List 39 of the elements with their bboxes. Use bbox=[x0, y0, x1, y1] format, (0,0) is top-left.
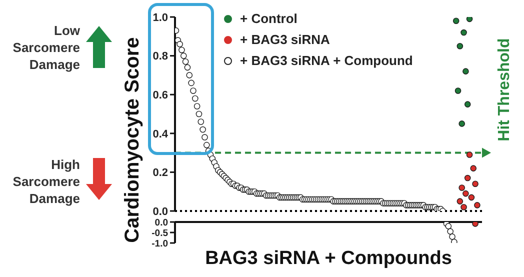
point bbox=[458, 120, 466, 127]
point bbox=[460, 204, 467, 210]
point bbox=[464, 174, 471, 182]
legend-label: + Control bbox=[240, 11, 298, 26]
y-axis-title: Cardiomyocyte Score bbox=[122, 37, 144, 243]
point bbox=[472, 222, 478, 227]
y-tick-label: -0.5 bbox=[152, 228, 169, 239]
text: Low Sarcomere Damage bbox=[12, 22, 80, 73]
y-tick-label: 0.0 bbox=[152, 206, 168, 218]
point bbox=[447, 228, 454, 235]
point bbox=[454, 88, 462, 94]
point bbox=[466, 17, 473, 22]
point bbox=[458, 184, 466, 191]
point bbox=[464, 101, 471, 108]
y-tick-label: 0.6 bbox=[152, 90, 168, 102]
text: High Sarcomere Damage bbox=[12, 156, 80, 207]
x-axis-title: BAG3 siRNA + Compounds bbox=[204, 248, 453, 270]
point bbox=[472, 180, 478, 187]
point bbox=[462, 190, 469, 197]
point bbox=[470, 165, 477, 172]
y-tick-label: 0.2 bbox=[152, 167, 168, 180]
y-tick-label: 1.0 bbox=[152, 12, 168, 24]
point bbox=[449, 234, 456, 240]
point bbox=[456, 42, 464, 50]
y-tick-label: 0.8 bbox=[152, 50, 168, 63]
point bbox=[462, 68, 469, 74]
y-tick-label: 0.0 bbox=[154, 217, 168, 228]
point bbox=[460, 29, 467, 36]
legend-label: + BAG3 siRNA bbox=[240, 32, 330, 47]
y-tick-label: 0.4 bbox=[152, 128, 169, 140]
point bbox=[445, 223, 452, 230]
legend-label: + BAG3 siRNA + Compound bbox=[240, 53, 413, 68]
ref-line-label: Hit Threshold bbox=[496, 38, 513, 142]
point bbox=[452, 18, 460, 24]
y-tick-label: -1.0 bbox=[152, 238, 168, 250]
point bbox=[466, 152, 473, 158]
point bbox=[456, 198, 464, 204]
point bbox=[468, 194, 475, 201]
point bbox=[474, 202, 480, 208]
